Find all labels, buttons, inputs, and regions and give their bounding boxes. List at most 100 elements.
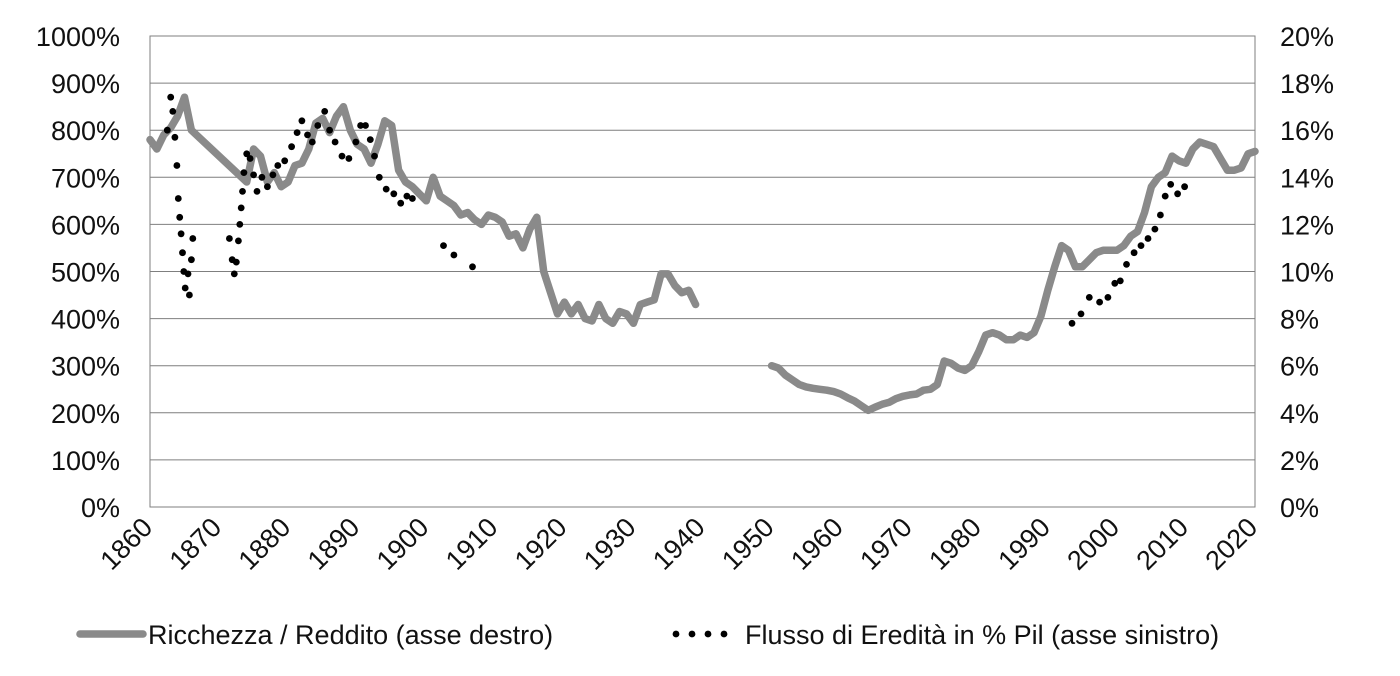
right-tick-label: 16% bbox=[1280, 116, 1334, 146]
legend-label-inheritance: Flusso di Eredità in % Pil (asse sinistr… bbox=[745, 620, 1219, 650]
inheritance-point bbox=[382, 185, 390, 193]
left-tick-label: 500% bbox=[51, 258, 120, 288]
legend-swatch-inheritance bbox=[672, 630, 728, 638]
inheritance-point bbox=[314, 122, 322, 129]
inheritance-point bbox=[409, 195, 416, 202]
legend-label-wealth: Ricchezza / Reddito (asse destro) bbox=[148, 620, 553, 650]
x-tick-label: 1950 bbox=[716, 512, 780, 576]
inheritance-point bbox=[1104, 294, 1112, 301]
inheritance-point bbox=[362, 122, 369, 129]
inheritance-point bbox=[281, 157, 289, 165]
inheritance-point bbox=[181, 284, 189, 292]
inheritance-point bbox=[331, 138, 339, 146]
inheritance-point bbox=[293, 129, 301, 137]
inheritance-point bbox=[258, 173, 266, 181]
inheritance-point bbox=[246, 155, 254, 162]
inheritance-point bbox=[357, 122, 364, 129]
inheritance-point bbox=[264, 183, 271, 191]
inheritance-point bbox=[321, 108, 329, 115]
inheritance-point bbox=[338, 152, 346, 160]
inheritance-point bbox=[440, 242, 447, 250]
right-tick-label: 18% bbox=[1280, 69, 1334, 99]
left-tick-label: 300% bbox=[51, 352, 120, 382]
inheritance-point bbox=[366, 136, 374, 144]
legend-dot bbox=[688, 630, 696, 638]
x-tick-label: 1910 bbox=[440, 512, 504, 576]
inheritance-point bbox=[177, 230, 185, 238]
inheritance-point bbox=[269, 171, 277, 179]
inheritance-point bbox=[1085, 294, 1093, 301]
inheritance-point bbox=[230, 270, 238, 278]
inheritance-point bbox=[371, 152, 378, 160]
right-axis-ticks: 0% 2% 4% 6% 8% 10% 12% 14% 16% 18% 20% bbox=[1280, 22, 1334, 523]
inheritance-point bbox=[236, 221, 244, 228]
inheritance-point bbox=[174, 195, 182, 202]
x-tick-label: 1990 bbox=[992, 512, 1056, 576]
x-tick-label: 1880 bbox=[233, 512, 297, 576]
inheritance-point bbox=[232, 258, 240, 266]
left-tick-label: 400% bbox=[51, 305, 120, 335]
inheritance-point bbox=[163, 126, 171, 134]
gridlines bbox=[150, 35, 1255, 461]
x-tick-label: 1920 bbox=[509, 512, 573, 576]
x-tick-label: 2010 bbox=[1130, 512, 1194, 576]
inheritance-point bbox=[352, 138, 360, 146]
inheritance-point bbox=[189, 235, 197, 242]
inheritance-point bbox=[169, 108, 177, 115]
wealth-line-segment bbox=[767, 138, 1259, 415]
inheritance-point bbox=[235, 237, 242, 245]
inheritance-point bbox=[184, 270, 192, 278]
inheritance-point bbox=[469, 263, 476, 271]
inheritance-point bbox=[240, 169, 248, 177]
legend: Ricchezza / Reddito (asse destro) Flusso… bbox=[76, 620, 1219, 650]
inheritance-point bbox=[304, 131, 311, 139]
x-axis-ticks: 1860 1870 1880 1890 1900 1910 1920 1930 1940 1950… bbox=[95, 512, 1264, 576]
legend-dot bbox=[704, 630, 712, 638]
inheritance-point bbox=[390, 190, 398, 198]
inheritance-point bbox=[1174, 190, 1181, 198]
right-tick-label: 8% bbox=[1280, 305, 1319, 335]
inheritance-point bbox=[1068, 319, 1076, 327]
left-tick-label: 0% bbox=[81, 493, 120, 523]
right-tick-label: 14% bbox=[1280, 163, 1334, 193]
x-tick-label: 1980 bbox=[923, 512, 987, 576]
inheritance-point bbox=[239, 188, 246, 195]
inheritance-point bbox=[173, 162, 181, 169]
right-tick-label: 4% bbox=[1280, 399, 1319, 429]
inheritance-point bbox=[345, 155, 353, 162]
left-axis-ticks: 0% 100% 200% 300% 400% 500% 600% 700% 800% 900% 10… bbox=[36, 22, 120, 523]
right-tick-label: 12% bbox=[1280, 210, 1334, 240]
inheritance-point bbox=[403, 192, 411, 200]
x-tick-label: 1970 bbox=[854, 512, 918, 576]
left-tick-label: 900% bbox=[51, 69, 120, 99]
left-tick-label: 1000% bbox=[36, 22, 120, 52]
inheritance-point bbox=[1161, 192, 1169, 200]
legend-dot bbox=[720, 630, 728, 638]
inheritance-point bbox=[326, 126, 333, 134]
inheritance-series bbox=[163, 93, 1188, 327]
inheritance-point bbox=[1096, 298, 1103, 306]
inheritance-point bbox=[167, 93, 175, 101]
left-tick-label: 800% bbox=[51, 116, 120, 146]
inheritance-point bbox=[250, 171, 257, 179]
inheritance-point bbox=[274, 162, 282, 169]
wealth-line-segment bbox=[146, 93, 700, 328]
inheritance-point bbox=[1116, 277, 1124, 285]
inheritance-point bbox=[243, 150, 251, 158]
left-tick-label: 600% bbox=[51, 210, 120, 240]
inheritance-point bbox=[1123, 261, 1130, 268]
inheritance-point bbox=[179, 249, 186, 257]
inheritance-point bbox=[288, 143, 295, 151]
inheritance-point bbox=[237, 204, 245, 212]
inheritance-point bbox=[308, 138, 316, 146]
inheritance-point bbox=[188, 256, 195, 264]
x-tick-label: 2020 bbox=[1200, 512, 1264, 576]
plot-area-frame bbox=[149, 35, 1256, 508]
legend-dot bbox=[672, 630, 680, 638]
inheritance-point bbox=[1181, 183, 1188, 191]
right-tick-label: 10% bbox=[1280, 258, 1334, 288]
inheritance-point bbox=[1077, 310, 1085, 318]
right-tick-label: 2% bbox=[1280, 446, 1319, 476]
x-tick-label: 1940 bbox=[647, 512, 711, 576]
